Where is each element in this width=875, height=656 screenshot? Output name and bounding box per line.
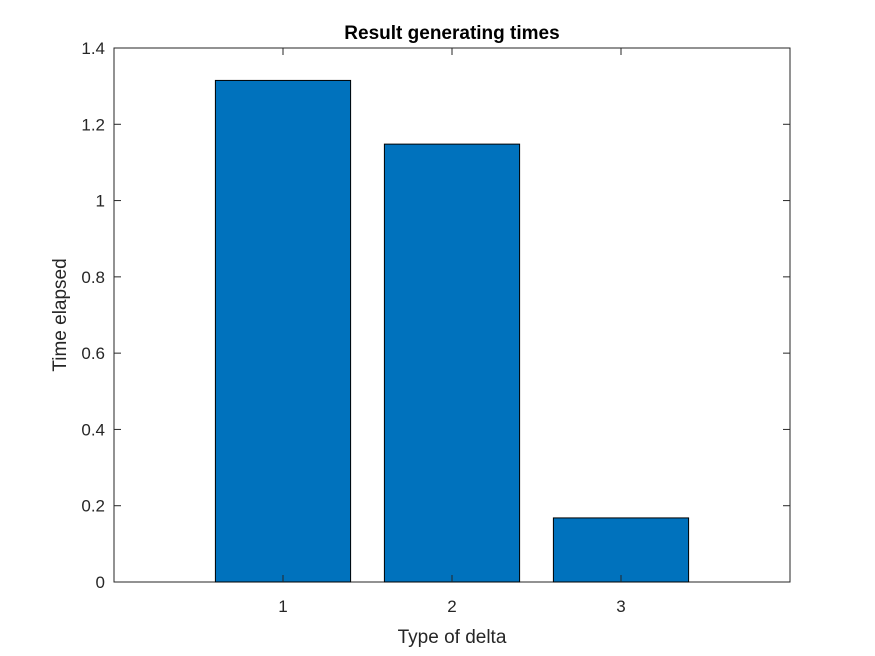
bar-3	[552, 517, 690, 583]
y-tick-label: 0.2	[81, 497, 105, 516]
y-axis: 0 0.2 0.4 0.6 0.8 1 1.2 1.4	[81, 39, 790, 592]
bar-1	[214, 79, 352, 583]
bars-group	[214, 79, 690, 583]
y-tick-label: 0.6	[81, 344, 105, 363]
y-axis-label: Time elapsed	[50, 258, 71, 371]
x-tick-label: 2	[447, 597, 456, 616]
y-tick-label: 0.8	[81, 268, 105, 287]
y-tick-label: 0	[96, 573, 105, 592]
plot-area: 0 0.2 0.4 0.6 0.8 1 1.2 1.4 1 2 3	[81, 39, 791, 616]
y-tick-label: 1	[96, 192, 105, 211]
x-axis-label: Type of delta	[398, 627, 507, 648]
x-tick-label: 1	[278, 597, 287, 616]
x-axis: 1 2 3	[278, 48, 626, 616]
y-tick-label: 1.2	[81, 115, 105, 134]
y-tick-label: 1.4	[81, 39, 105, 58]
chart-title: Result generating times	[344, 23, 559, 44]
y-tick-label: 0.4	[81, 420, 105, 439]
bar-2	[383, 143, 521, 583]
x-tick-label: 3	[616, 597, 625, 616]
